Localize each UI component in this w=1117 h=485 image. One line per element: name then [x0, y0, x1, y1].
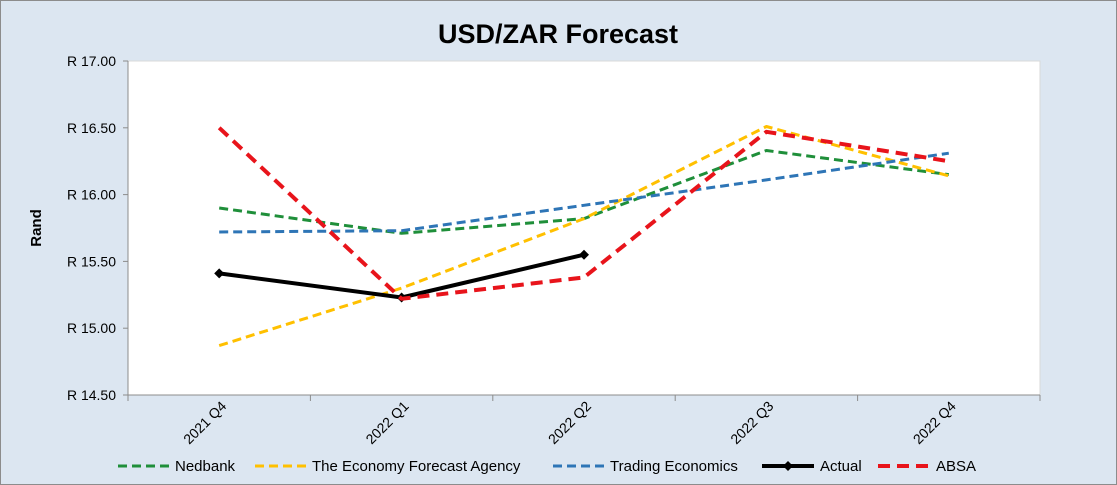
- y-tick-label: R 16.50: [67, 120, 116, 136]
- series-line-absa: [217, 126, 950, 301]
- series-line-trading-economics: [219, 151, 950, 234]
- x-tick-label: 2022 Q2: [545, 398, 594, 447]
- y-axis-label: Rand: [28, 209, 45, 247]
- legend-label: Nedbank: [175, 458, 236, 475]
- series-line-the-economy-forecast-agency: [218, 125, 950, 348]
- legend-label: Trading Economics: [610, 458, 738, 475]
- y-tick-label: R 17.00: [67, 53, 116, 69]
- y-tick-label: R 16.00: [67, 187, 116, 203]
- legend-label: Actual: [820, 458, 862, 475]
- legend: Nedbank The Economy Forecast Agency Tradin…: [118, 458, 976, 475]
- y-tick-label: R 14.50: [67, 387, 116, 403]
- data-point-marker: [579, 249, 589, 260]
- legend-marker: [783, 461, 793, 471]
- x-tick-label: 2021 Q4: [180, 398, 229, 447]
- plot-area: [127, 60, 1041, 396]
- legend-label: ABSA: [936, 458, 976, 475]
- legend-label: The Economy Forecast Agency: [312, 458, 521, 475]
- series-layer: [214, 125, 950, 348]
- data-point-marker: [214, 268, 225, 279]
- y-tick-label: R 15.50: [67, 253, 116, 269]
- x-tick-label: 2022 Q3: [727, 398, 776, 447]
- y-tick-label: R 15.00: [67, 320, 116, 336]
- chart-title: USD/ZAR Forecast: [438, 19, 678, 49]
- x-tick-label: 2022 Q1: [362, 398, 411, 447]
- x-tick-label: 2022 Q4: [910, 398, 959, 447]
